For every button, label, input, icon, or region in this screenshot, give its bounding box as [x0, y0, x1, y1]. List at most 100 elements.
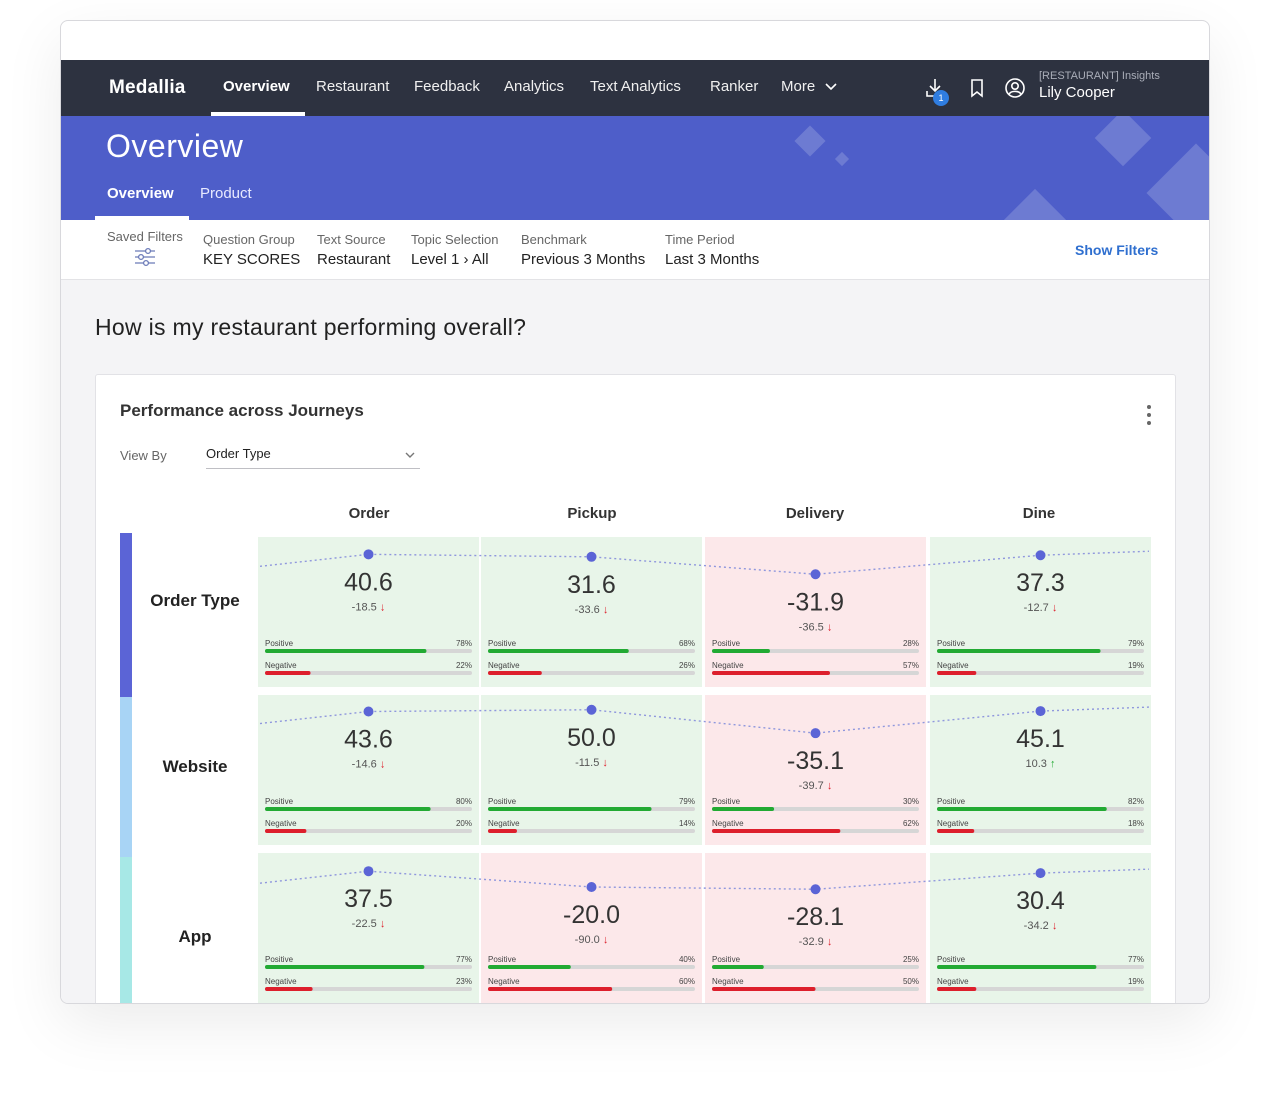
nav-analytics[interactable]: Analytics [504, 78, 565, 95]
negative-percent: 50% [903, 977, 919, 986]
row-label-order-type: Order Type [150, 591, 240, 610]
positive-label: Positive [488, 639, 517, 648]
column-header-order: Order [348, 505, 390, 522]
filter-value-question-group[interactable]: KEY SCORES [203, 251, 301, 268]
trend-dot [810, 884, 821, 895]
positive-label: Positive [937, 955, 966, 964]
negative-percent: 19% [1128, 661, 1144, 670]
negative-label: Negative [712, 661, 744, 670]
positive-bar [937, 649, 1101, 653]
negative-label: Negative [712, 819, 744, 828]
negative-label: Negative [937, 977, 969, 986]
score-value: 37.5 [344, 885, 393, 913]
negative-label: Negative [265, 819, 297, 828]
positive-label: Positive [265, 955, 294, 964]
score-value: 31.6 [567, 571, 616, 599]
brand-logo[interactable]: Medallia [109, 77, 186, 98]
negative-track [937, 829, 1144, 833]
positive-label: Positive [712, 797, 741, 806]
trend-line [259, 550, 1150, 575]
positive-percent: 80% [456, 797, 472, 806]
positive-label: Positive [712, 639, 741, 648]
trend-dot [810, 569, 821, 580]
column-header-dine: Dine [1022, 505, 1056, 522]
show-filters-button[interactable]: Show Filters [1075, 242, 1159, 258]
bookmark-icon[interactable] [965, 76, 989, 100]
tab-overview[interactable]: Overview [107, 185, 174, 202]
banner-decoration [834, 151, 850, 167]
nav-text-analytics[interactable]: Text Analytics [590, 78, 681, 95]
nav-ranker[interactable]: Ranker [710, 78, 759, 95]
nav-restaurant[interactable]: Restaurant [316, 78, 390, 95]
negative-percent: 57% [903, 661, 919, 670]
positive-percent: 78% [456, 639, 472, 648]
filter-label-question-group: Question Group [203, 232, 295, 247]
positive-percent: 82% [1128, 797, 1144, 806]
negative-percent: 14% [679, 819, 695, 828]
trend-line [259, 868, 1150, 890]
nav-active-indicator [211, 112, 305, 116]
score-cell[interactable] [705, 537, 926, 687]
score-cell[interactable] [930, 537, 1151, 687]
positive-bar [488, 649, 629, 653]
filter-label-benchmark: Benchmark [521, 232, 587, 247]
user-avatar-icon[interactable] [1003, 76, 1027, 100]
nav-feedback[interactable]: Feedback [414, 78, 480, 95]
positive-percent: 25% [903, 955, 919, 964]
score-cell[interactable] [481, 695, 702, 845]
positive-percent: 68% [679, 639, 695, 648]
more-options-icon[interactable] [1146, 405, 1152, 427]
score-cell[interactable] [930, 695, 1151, 845]
filter-label-topic-selection: Topic Selection [411, 232, 499, 247]
banner-decoration [1003, 188, 1067, 220]
main-content: How is my restaurant performing overall?… [61, 280, 1209, 1003]
negative-track [265, 671, 472, 675]
view-by-select[interactable]: Order Type [206, 441, 420, 469]
saved-filters-label[interactable]: Saved Filters [107, 229, 183, 244]
score-value: 45.1 [1016, 725, 1065, 753]
positive-percent: 30% [903, 797, 919, 806]
positive-percent: 77% [456, 955, 472, 964]
negative-percent: 22% [456, 661, 472, 670]
performance-card: Performance across Journeys View By Orde… [95, 374, 1176, 1003]
filter-label-time-period: Time Period [665, 232, 735, 247]
download-count-badge: 1 [933, 90, 949, 106]
negative-label: Negative [265, 977, 297, 986]
trend-dot [363, 866, 374, 877]
filter-value-benchmark[interactable]: Previous 3 Months [521, 251, 646, 268]
banner-decoration [1146, 143, 1209, 220]
score-cell[interactable] [705, 695, 926, 845]
negative-label: Negative [712, 977, 744, 986]
positive-label: Positive [937, 797, 966, 806]
nav-overview[interactable]: Overview [223, 78, 290, 95]
positive-label: Positive [712, 955, 741, 964]
score-cell[interactable] [481, 853, 702, 1003]
score-cell[interactable] [258, 853, 479, 1003]
filter-value-time-period[interactable]: Last 3 Months [665, 251, 760, 268]
banner-decoration [1094, 116, 1152, 167]
filter-value-text-source[interactable]: Restaurant [317, 251, 391, 268]
tab-product[interactable]: Product [200, 185, 252, 202]
negative-percent: 60% [679, 977, 695, 986]
negative-bar [488, 987, 613, 991]
user-name[interactable]: Lily Cooper [1039, 84, 1115, 101]
score-cell[interactable] [705, 853, 926, 1003]
score-change: -34.2 ↓ [1024, 920, 1058, 932]
negative-bar [488, 829, 517, 833]
negative-label: Negative [265, 661, 297, 670]
positive-bar [937, 965, 1097, 969]
filter-value-topic-selection[interactable]: Level 1 › All [411, 251, 489, 268]
negative-percent: 20% [456, 819, 472, 828]
nav-more[interactable]: More [781, 78, 837, 95]
row-indicator-website [120, 697, 132, 857]
row-label-app: App [178, 927, 212, 946]
sliders-icon[interactable] [133, 247, 157, 267]
negative-label: Negative [937, 661, 969, 670]
positive-percent: 79% [1128, 639, 1144, 648]
score-change: -36.5 ↓ [799, 621, 833, 633]
card-title: Performance across Journeys [120, 401, 364, 420]
trend-dot [363, 549, 374, 560]
score-value: 37.3 [1016, 569, 1065, 597]
page-banner: Overview Overview Product [61, 116, 1209, 220]
positive-percent: 28% [903, 639, 919, 648]
